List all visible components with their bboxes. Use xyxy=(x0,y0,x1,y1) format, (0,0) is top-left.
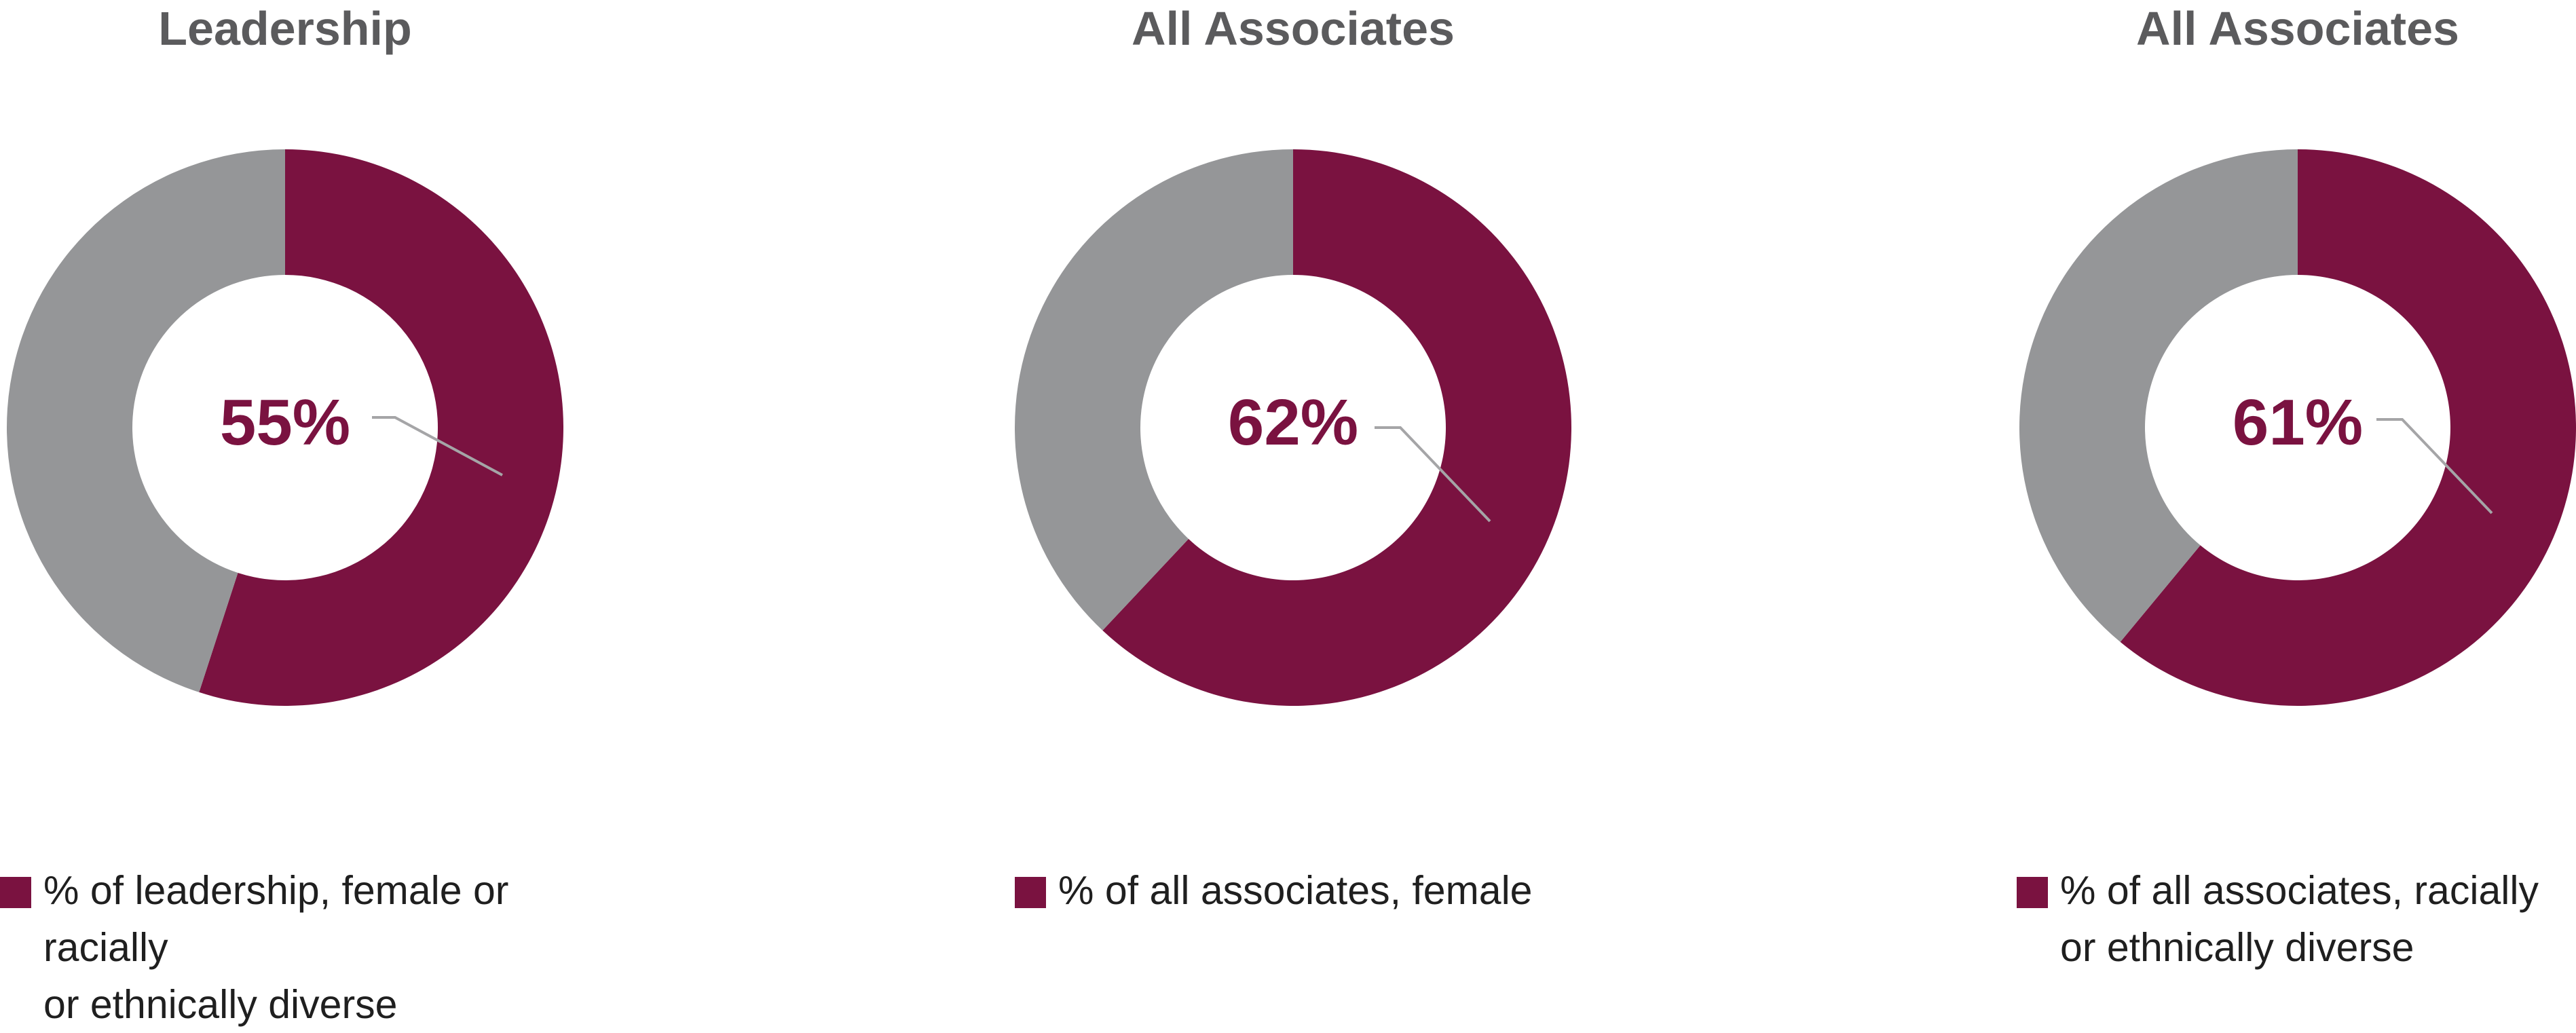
donut-svg: 62% xyxy=(1015,149,1571,706)
donut-svg: 55% xyxy=(7,149,563,706)
chart-title: All Associates xyxy=(2136,2,2459,55)
legend-swatch xyxy=(2017,877,2048,908)
center-percent-label: 62% xyxy=(1228,386,1358,459)
legend-label-line-2: or ethnically diverse xyxy=(43,982,398,1027)
donut-chart-associates-diverse: All Associates 61% % of all associates, … xyxy=(2013,0,2576,976)
donut-chart-associates-female: All Associates 62% % of all associates, … xyxy=(1008,0,1578,976)
legend-swatch xyxy=(1015,877,1046,908)
legend: % of leadership, female or racially or e… xyxy=(0,862,570,1033)
legend: % of all associates, female xyxy=(1015,862,1533,919)
donut-slice-highlight xyxy=(1102,149,1571,706)
legend-label: % of all associates, female xyxy=(1058,862,1533,919)
donut-slice-remainder xyxy=(2019,149,2298,642)
donut-slice-remainder xyxy=(7,149,285,692)
donut-slice-highlight xyxy=(2120,149,2576,706)
legend-label-line-2: or ethnically diverse xyxy=(2060,925,2414,970)
legend-label-line-1: % of all associates, female xyxy=(1058,868,1533,913)
leader-line xyxy=(372,416,503,476)
legend: % of all associates, racially or ethnica… xyxy=(2017,862,2539,976)
center-percent-label: 61% xyxy=(2233,386,2363,459)
legend-label: % of all associates, racially or ethnica… xyxy=(2060,862,2539,976)
donut-svg: 61% xyxy=(2019,149,2576,706)
chart-title: All Associates xyxy=(1132,2,1455,55)
legend-label: % of leadership, female or racially or e… xyxy=(43,862,570,1033)
legend-label-line-1: % of leadership, female or racially xyxy=(43,868,509,970)
leader-line xyxy=(1375,426,1491,523)
leader-line xyxy=(2376,418,2493,514)
donut-slice-highlight xyxy=(199,149,563,706)
donut-chart-leadership: Leadership 55% % of leadership, female o… xyxy=(0,0,570,1027)
legend-label-line-1: % of all associates, racially xyxy=(2060,868,2539,913)
chart-title: Leadership xyxy=(158,2,412,55)
donut-slice-remainder xyxy=(1015,149,1293,631)
legend-swatch xyxy=(0,877,31,908)
center-percent-label: 55% xyxy=(220,386,350,459)
